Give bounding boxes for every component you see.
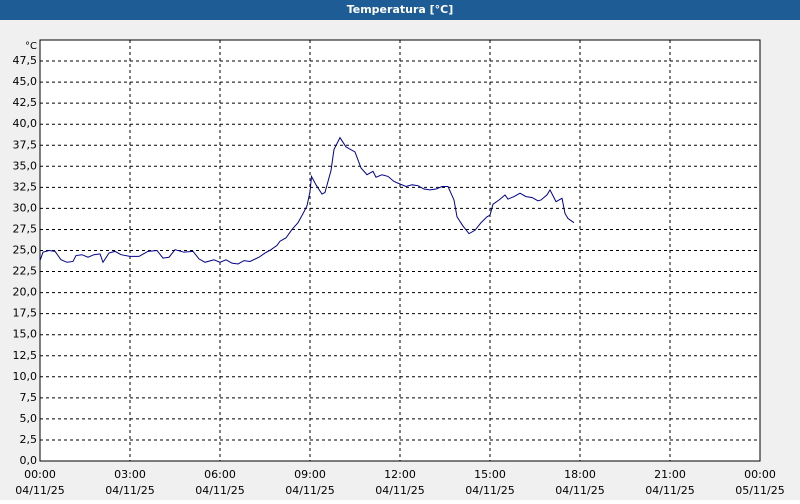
y-tick-label: 12,5 — [13, 349, 38, 362]
y-tick-label: 10,0 — [13, 370, 38, 383]
x-tick-label: 15:00 — [474, 468, 506, 481]
title-bar — [0, 0, 800, 20]
y-tick-label: 15,0 — [13, 328, 38, 341]
y-tick-label: 0,0 — [20, 454, 38, 467]
y-axis-label: °C — [25, 41, 37, 52]
y-tick-label: 27,5 — [13, 222, 38, 235]
y-tick-label: 37,5 — [13, 138, 38, 151]
y-tick-label: 45,0 — [13, 75, 38, 88]
x-tick-label: 05/11/25 — [735, 484, 784, 497]
y-tick-label: 47,5 — [13, 54, 38, 67]
y-tick-label: 5,0 — [20, 412, 38, 425]
y-tick-label: 2,5 — [20, 433, 38, 446]
y-tick-label: 17,5 — [13, 307, 38, 320]
chart-title: Temperatura [°C] — [347, 3, 454, 16]
x-tick-label: 04/11/25 — [195, 484, 244, 497]
x-tick-label: 04/11/25 — [555, 484, 604, 497]
x-tick-label: 09:00 — [294, 468, 326, 481]
x-tick-label: 18:00 — [564, 468, 596, 481]
y-tick-label: 30,0 — [13, 201, 38, 214]
y-tick-label: 25,0 — [13, 244, 38, 257]
x-tick-label: 06:00 — [204, 468, 236, 481]
y-tick-label: 32,5 — [13, 180, 38, 193]
data-line — [39, 136, 575, 265]
x-tick-label: 04/11/25 — [105, 484, 154, 497]
x-tick-label: 04/11/25 — [645, 484, 694, 497]
y-tick-label: 40,0 — [13, 117, 38, 130]
x-tick-label: 00:00 — [744, 468, 776, 481]
y-tick-label: 20,0 — [13, 286, 38, 299]
x-tick-label: 00:00 — [24, 468, 56, 481]
x-tick-label: 04/11/25 — [285, 484, 334, 497]
x-tick-label: 03:00 — [114, 468, 146, 481]
x-tick-label: 04/11/25 — [465, 484, 514, 497]
x-tick-label: 04/11/25 — [15, 484, 64, 497]
y-tick-label: 7,5 — [20, 391, 38, 404]
y-tick-label: 22,5 — [13, 265, 38, 278]
x-tick-label: 21:00 — [654, 468, 686, 481]
x-tick-label: 12:00 — [384, 468, 416, 481]
y-tick-label: 35,0 — [13, 159, 38, 172]
y-tick-label: 42,5 — [13, 96, 38, 109]
x-tick-label: 04/11/25 — [375, 484, 424, 497]
